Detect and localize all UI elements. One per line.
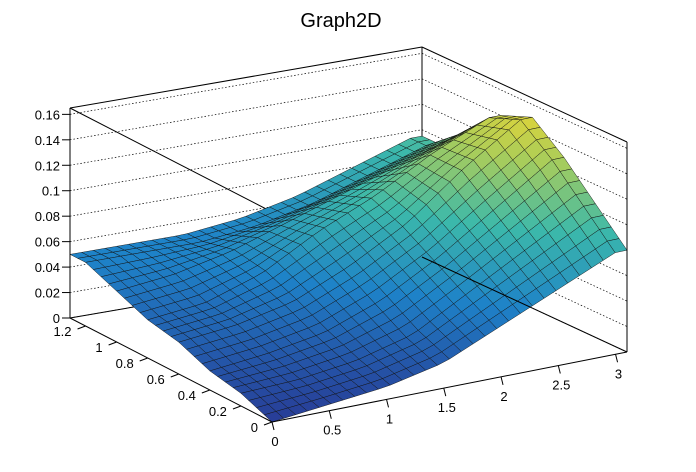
- y-tick-label: 0: [251, 420, 258, 435]
- z-tick-label: 0.06: [35, 235, 60, 250]
- x-tick-label: 3: [615, 366, 622, 381]
- z-tick-label: 0.02: [35, 286, 60, 301]
- y-tick: [139, 357, 148, 362]
- z-grid-back: [69, 53, 423, 115]
- x-tick-label: 2: [500, 389, 507, 404]
- front-frame: [69, 142, 628, 423]
- chart-title: Graph2D: [300, 10, 381, 32]
- left-top-edge: [69, 107, 273, 213]
- surface-mesh: [69, 115, 628, 423]
- y-tick-label: 1: [95, 340, 102, 355]
- x-tick: [386, 399, 390, 408]
- x-tick: [500, 376, 504, 385]
- y-tick: [263, 421, 273, 426]
- z-tick-label: 0.16: [35, 107, 60, 122]
- y-tick-label: 0.2: [209, 404, 227, 419]
- z-grid-back: [69, 103, 423, 166]
- x-tick: [557, 365, 561, 374]
- y-tick-label: 0.6: [147, 372, 165, 387]
- axis-ticks: 00.511.522.5300.20.40.60.811.200.020.040…: [35, 107, 622, 449]
- y-tick-label: 0.4: [178, 388, 196, 403]
- x-tick: [615, 354, 619, 363]
- x-tick: [443, 388, 447, 397]
- x-tick-label: 1: [386, 411, 393, 426]
- z-tick-label: 0.12: [35, 158, 60, 173]
- x-tick-label: 1.5: [438, 400, 456, 415]
- z-tick-label: 0: [53, 311, 60, 326]
- right-top-edge: [421, 46, 628, 143]
- right-base-edge: [421, 256, 628, 353]
- y-tick-label: 1.2: [53, 324, 71, 339]
- z-tick-label: 0.08: [35, 209, 60, 224]
- x-axis-line: [271, 351, 628, 423]
- z-grid-back: [69, 78, 423, 141]
- y-axis-line: [69, 317, 273, 423]
- x-tick: [328, 410, 332, 419]
- y-tick: [170, 373, 179, 378]
- z-tick-label: 0.1: [42, 184, 60, 199]
- z-grid-back: [69, 129, 423, 192]
- surface-cell: [607, 238, 628, 253]
- x-tick-label: 0: [271, 434, 278, 449]
- y-tick: [108, 341, 117, 346]
- y-tick: [201, 389, 211, 394]
- z-tick-label: 0.14: [35, 133, 60, 148]
- y-tick: [232, 405, 242, 410]
- x-tick-label: 0.5: [323, 423, 341, 438]
- back-top-edge: [69, 46, 423, 109]
- y-tick-label: 0.8: [116, 356, 134, 371]
- x-tick: [271, 421, 275, 431]
- y-tick: [77, 325, 86, 330]
- z-grid-side: [421, 53, 628, 149]
- z-tick-label: 0.04: [35, 260, 60, 275]
- x-tick-label: 2.5: [552, 378, 570, 393]
